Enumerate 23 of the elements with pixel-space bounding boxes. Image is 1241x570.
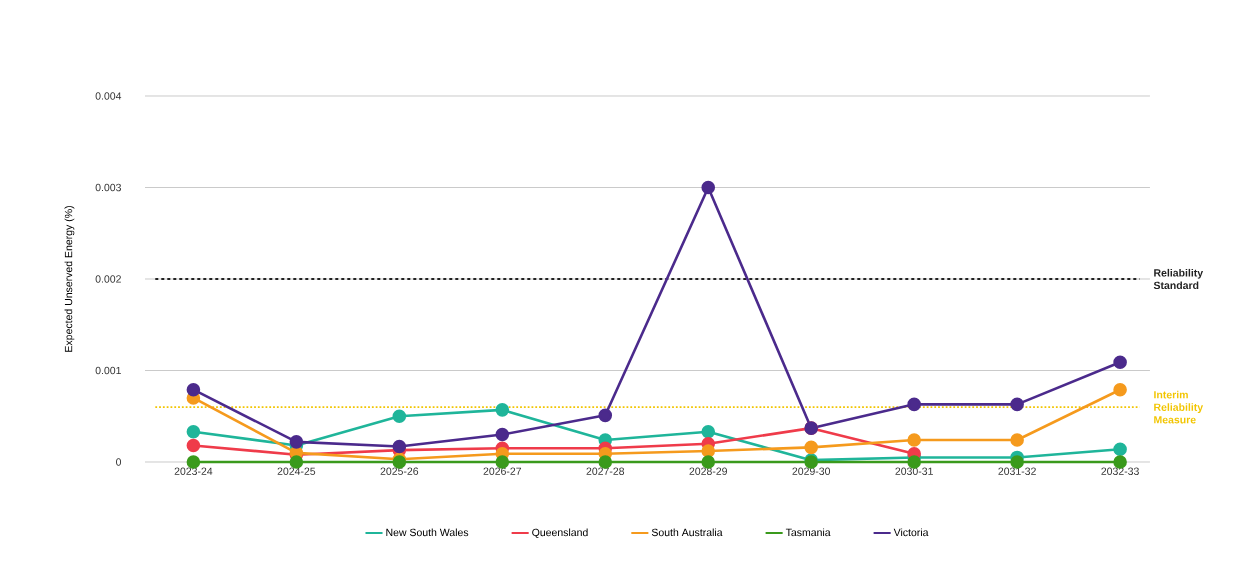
y-axis-title: Expected Unserved Energy (%) [64,206,75,352]
y-tick-label: 0.002 [95,275,121,283]
x-tick-label: 2027-28 [586,467,625,475]
legend-label: Tasmania [785,528,831,537]
y-tick-label: 0.001 [95,366,121,375]
x-tick-label: 2023-24 [174,467,213,475]
x-tick-label: 2031-32 [998,467,1036,475]
legend-label: Victoria [893,528,929,537]
legend-label: Queensland [532,528,588,539]
ref-line-label: Reliability Standard [1153,268,1204,290]
ref-line-label: Interim Reliability Measure [1154,390,1204,424]
x-tick-label: 2026-27 [483,467,522,475]
x-tick-label: 2029-30 [792,467,831,475]
y-tick-label: 0.003 [95,183,121,192]
y-tick-label: 0 [116,458,122,466]
x-tick-label: 2024-25 [277,467,316,475]
x-tick-label: 2032-33 [1101,467,1139,475]
y-tick-label: 0.004 [95,92,122,100]
x-tick-label: 2028-29 [689,467,727,475]
legend-label: New South Wales [386,528,469,537]
x-tick-label: 2025-26 [380,467,419,475]
x-tick-label: 2030-31 [895,467,933,475]
legend-label: South Australia [651,528,723,537]
